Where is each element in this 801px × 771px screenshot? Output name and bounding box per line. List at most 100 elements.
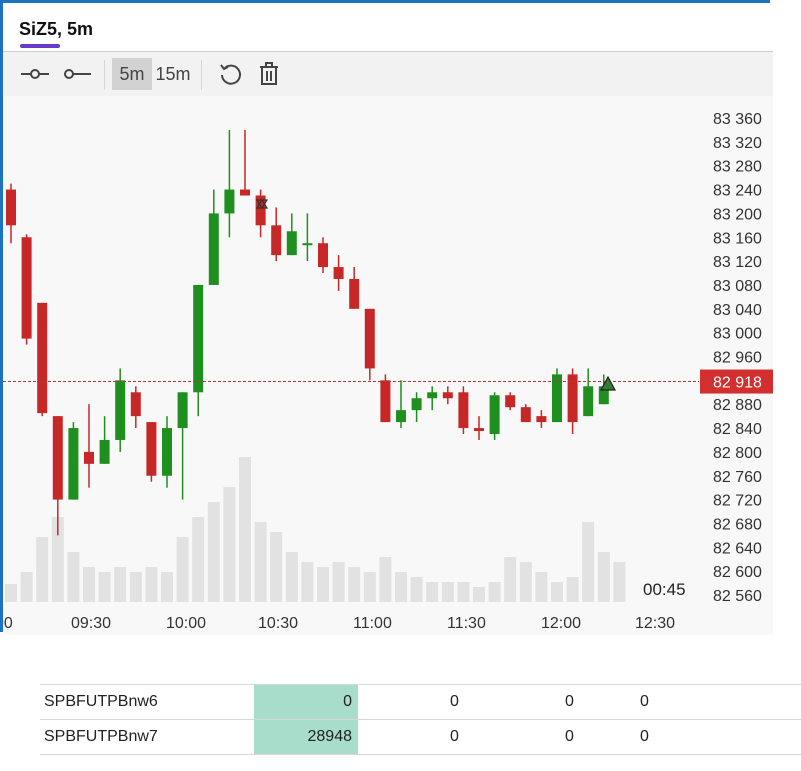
line-tool-icon[interactable]: [17, 58, 53, 90]
y-tick-label: 82 840: [713, 421, 762, 438]
chart-window: SiZ5, 5m 5m 15m 82 918 83 360 83 320 83 280…: [0, 0, 773, 635]
volume-bar: [488, 582, 501, 602]
volume-bar: [332, 562, 345, 602]
volume-bar: [301, 562, 314, 602]
volume-bar: [51, 517, 64, 602]
x-tick-label: 11:30: [447, 615, 486, 632]
window-title[interactable]: SiZ5, 5m: [19, 19, 94, 39]
table-row[interactable]: SPBFUTPBnw6 0 0 0 0: [40, 684, 801, 719]
row-value-highlight: 0: [254, 685, 358, 719]
candle-body: [458, 392, 469, 429]
x-tick-label: 10:00: [166, 615, 206, 632]
reset-icon[interactable]: [214, 58, 248, 90]
positions-table: SPBFUTPBnw6 0 0 0 0 SPBFUTPBnw7 28948 0 …: [40, 684, 801, 755]
volume-bar: [270, 532, 283, 602]
volume-bar: [192, 517, 205, 602]
volume-bar: [285, 552, 298, 602]
candle-body: [505, 395, 516, 408]
volume-bar: [441, 582, 454, 602]
candle-body: [255, 195, 266, 226]
y-tick-label: 82 640: [713, 540, 762, 557]
row-value-highlight: 28948: [254, 720, 358, 754]
volume-bar: [20, 572, 33, 602]
candle-body: [396, 410, 406, 423]
candle-body: [6, 189, 16, 226]
row-value: 0: [450, 693, 459, 710]
candle-body: [224, 189, 235, 214]
chart-toolbar: 5m 15m: [3, 52, 773, 96]
volume-bar: [67, 552, 80, 602]
candle-body: [162, 428, 172, 476]
volume-bar: [519, 562, 532, 602]
candle-body: [177, 392, 188, 429]
x-tick-label: 11:00: [353, 615, 392, 632]
y-tick-label: 83 000: [713, 326, 762, 343]
candle-body: [380, 380, 391, 423]
candle-body: [567, 374, 578, 423]
volume-bar: [395, 572, 407, 602]
volume-bar: [317, 567, 329, 602]
y-tick-label: 82 720: [713, 493, 762, 510]
current-price-badge: [700, 369, 773, 394]
y-tick-label: 83 120: [713, 254, 762, 271]
y-tick-label: 83 360: [713, 111, 762, 128]
candle-body: [598, 386, 609, 405]
candlestick-chart[interactable]: 82 918 83 360 83 320 83 280 83 240 83 200 83 1…: [0, 96, 773, 635]
row-name: SPBFUTPBnw7: [44, 728, 158, 745]
y-tick-label: 83 280: [713, 159, 762, 176]
volume-bar: [410, 577, 423, 602]
candle-body: [349, 278, 360, 309]
volume-bar: [98, 572, 111, 602]
candle-body: [37, 302, 48, 414]
x-tick-label: 00: [3, 615, 13, 632]
table-row[interactable]: SPBFUTPBnw7 28948 0 0 0: [40, 719, 801, 755]
candle-body: [146, 422, 157, 476]
volume-bar: [379, 557, 392, 602]
candle-body: [427, 392, 438, 399]
y-tick-label: 82 960: [713, 350, 762, 367]
y-tick-label: 82 880: [713, 397, 762, 414]
candle-body: [489, 395, 500, 435]
row-name: SPBFUTPBnw6: [44, 693, 158, 710]
chart-area[interactable]: 82 918 83 360 83 320 83 280 83 240 83 200 83 1…: [0, 96, 773, 635]
volume-bar: [426, 582, 439, 602]
candle-body: [240, 189, 250, 196]
candle-body: [130, 392, 141, 417]
candle-body: [552, 374, 562, 423]
volume-bar: [473, 587, 485, 602]
volume-bar: [176, 537, 189, 602]
trash-icon[interactable]: [254, 58, 284, 90]
ray-tool-icon[interactable]: [59, 58, 95, 90]
y-tick-label: 83 080: [713, 278, 762, 295]
y-tick-label: 83 200: [713, 206, 762, 223]
candle-body: [208, 213, 219, 285]
candle-body: [99, 439, 110, 464]
row-value: 0: [450, 728, 459, 745]
row-value: 0: [640, 693, 649, 710]
y-tick-label: 82 760: [713, 469, 762, 486]
row-value: 0: [565, 728, 574, 745]
timeframe-15m-button[interactable]: 15m: [155, 63, 191, 84]
active-tab-underline: [20, 44, 60, 48]
candle-body: [520, 407, 531, 423]
volume-bar: [566, 577, 579, 602]
y-tick-label: 83 240: [713, 183, 762, 200]
volume-bar: [582, 522, 595, 602]
candle-body: [271, 225, 282, 256]
candle-body: [21, 237, 32, 339]
candle-body: [583, 386, 594, 417]
volume-bar: [504, 557, 517, 602]
volume-bar: [457, 582, 470, 602]
timeframe-5m-button[interactable]: 5m: [112, 58, 152, 90]
volume-bar: [348, 567, 361, 602]
candle-body: [442, 392, 453, 399]
candle-body: [364, 308, 375, 369]
y-tick-label: 82 600: [713, 564, 762, 581]
candle-body: [52, 416, 63, 500]
volume-bar: [207, 502, 220, 602]
x-tick-label: 10:30: [258, 615, 298, 632]
volume-bar: [363, 572, 376, 602]
candle-body: [333, 267, 344, 279]
volume-bar: [36, 537, 49, 602]
y-tick-label: 83 040: [713, 302, 762, 319]
